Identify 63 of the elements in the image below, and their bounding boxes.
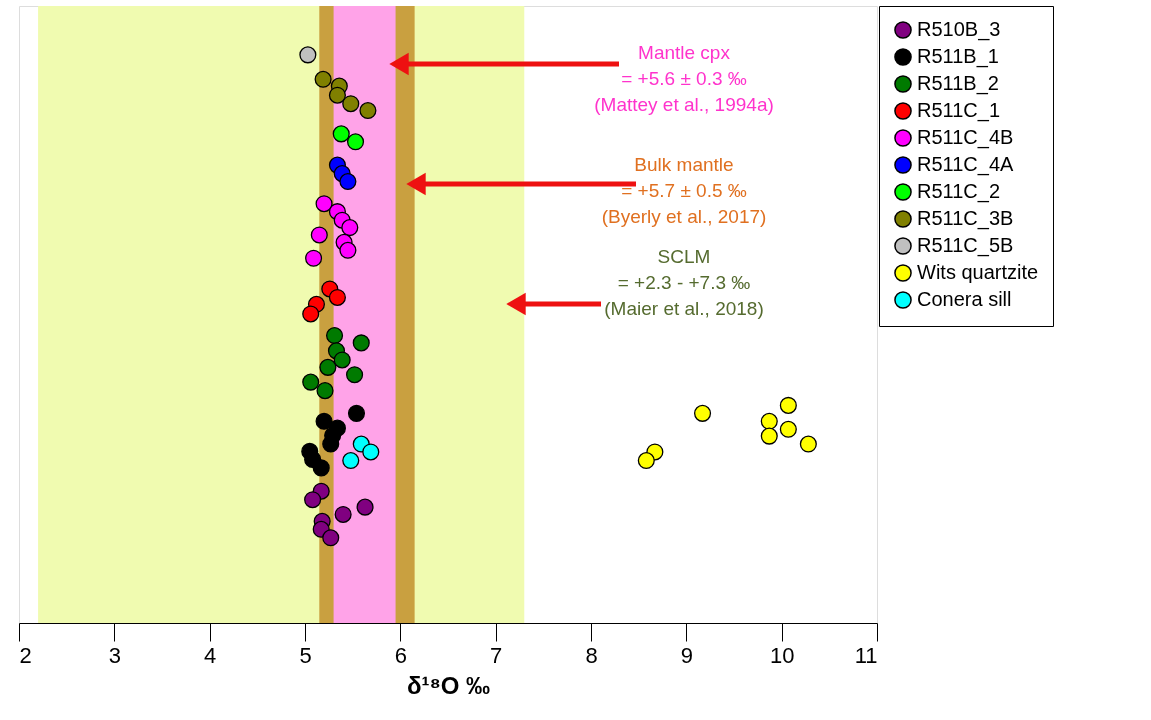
point [326,326,344,345]
point [328,86,346,104]
x-tick-label: 2 [19,642,32,668]
point [760,412,778,430]
point [339,241,357,259]
point [322,529,340,547]
annotation: Mantle cpx = +5.6 ± 0.3 ‰ (Mattey et al., 1994a) [594,42,774,115]
point [779,396,797,414]
x-tick-label: 5 [299,642,312,668]
point [302,305,320,323]
point [356,498,374,516]
point [779,420,797,438]
point [302,373,320,391]
point [346,366,364,384]
point [304,491,322,509]
legend-label: R511C_5B [917,234,1014,257]
point [299,46,317,64]
legend-label: R511B_2 [917,72,999,95]
x-tick-label: 3 [108,642,121,668]
x-tick-label: 10 [769,642,795,668]
x-tick-label: 4 [204,642,217,668]
x-tick-label: 8 [585,642,598,668]
point [316,382,334,400]
point [760,427,778,445]
point [362,443,380,461]
point [346,133,365,151]
annotation: Bulk mantle = +5.7 ± 0.5 ‰ (Byerly et al., 2017) [601,154,767,227]
x-tick-label: 6 [394,642,407,668]
point [637,451,655,470]
point [328,288,346,306]
legend-label: Conera sill [917,288,1012,310]
point [693,404,712,422]
point [799,435,817,453]
point [339,173,357,191]
point [315,195,333,213]
x-tick-label: 9 [680,642,693,668]
point [359,102,377,120]
point [333,351,351,369]
x-tick-label: 11 [854,642,878,668]
legend-label: R510B_3 [917,18,1001,41]
legend-label: R511C_4B [917,126,1014,149]
point [332,125,350,143]
x-axis-title: δ¹⁸O ‰ [406,671,491,699]
legend-label: R511C_4A [917,153,1015,176]
legend-label: R511C_2 [917,180,1001,203]
point [319,358,337,376]
point [314,70,332,88]
legend-label: R511C_3B [917,207,1014,230]
legend-label: R511C_1 [917,99,1001,122]
point [341,219,359,237]
x-tick-label: 7 [490,642,503,668]
point [312,459,330,477]
point [334,505,352,524]
point [352,334,370,352]
legend-label: R511B_1 [917,45,999,68]
annotation: SCLM = +2.3 - +7.3 ‰ (Maier et al., 2018) [604,246,764,319]
legend-label: Wits quartzite [917,261,1039,283]
point [347,404,366,422]
point [342,451,360,470]
point [315,412,333,430]
point [305,249,323,267]
point [310,226,328,244]
point [342,95,360,113]
